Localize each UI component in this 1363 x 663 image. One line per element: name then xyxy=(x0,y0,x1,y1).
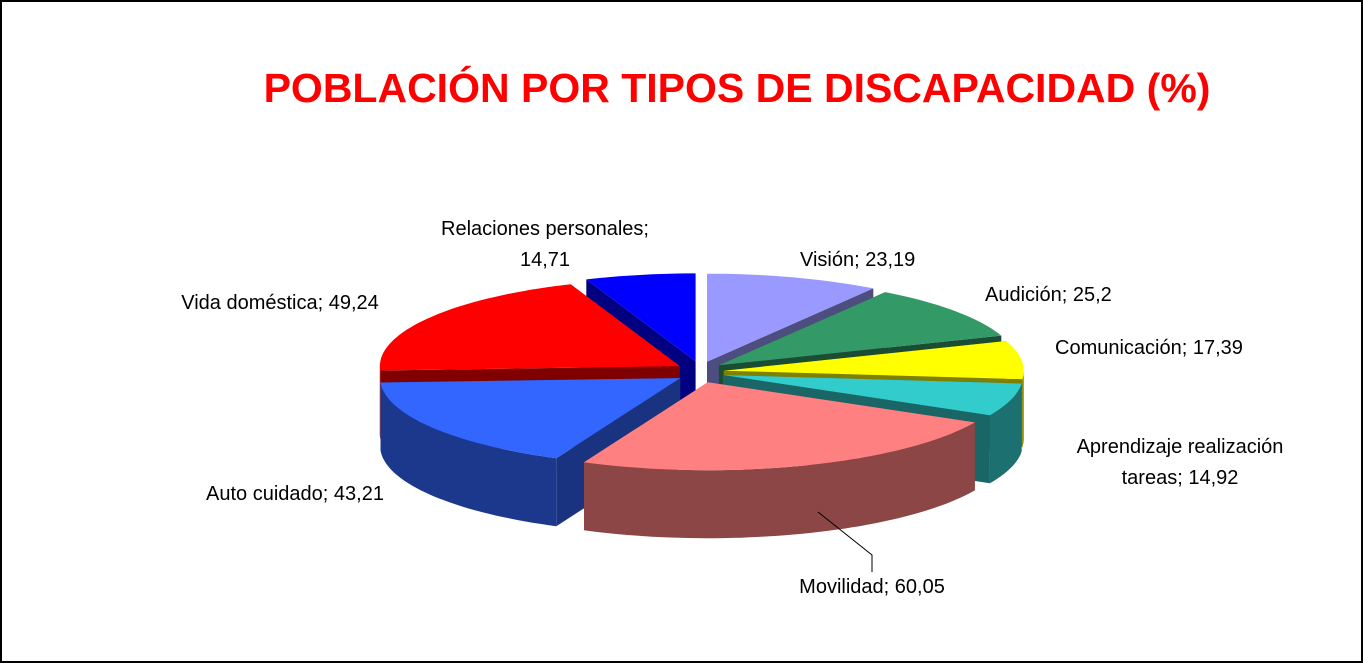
data-label: Aprendizaje realización xyxy=(1077,436,1284,458)
data-label: Vida doméstica; 49,24 xyxy=(181,292,379,314)
slice-top xyxy=(379,284,680,371)
slice-top xyxy=(718,292,1002,366)
leader-line xyxy=(817,511,873,572)
slice-wall xyxy=(989,383,1022,484)
slice-top xyxy=(723,375,1022,416)
data-label: Movilidad; 60,05 xyxy=(799,576,945,598)
pie xyxy=(379,273,1024,539)
chart-title: POBLACIÓN POR TIPOS DE DISCAPACIDAD (%) xyxy=(264,65,1211,111)
slice-wall xyxy=(1022,370,1024,448)
data-label: Comunicación; 17,39 xyxy=(1055,337,1243,359)
slice-top xyxy=(380,378,681,459)
slice-wall xyxy=(380,382,557,527)
slice-top xyxy=(707,273,874,362)
slice-top xyxy=(584,382,975,471)
data-label: Audición; 25,2 xyxy=(985,284,1112,306)
data-label: Relaciones personales; xyxy=(441,218,649,240)
slice xyxy=(584,382,975,539)
slice-wall xyxy=(584,422,975,539)
data-label: Auto cuidado; 43,21 xyxy=(206,483,384,505)
slice-top xyxy=(586,273,696,362)
data-label: 14,71 xyxy=(520,249,570,271)
data-label: tareas; 14,92 xyxy=(1122,467,1239,489)
data-label: Visión; 23,19 xyxy=(800,249,915,271)
slice-top xyxy=(723,341,1024,380)
